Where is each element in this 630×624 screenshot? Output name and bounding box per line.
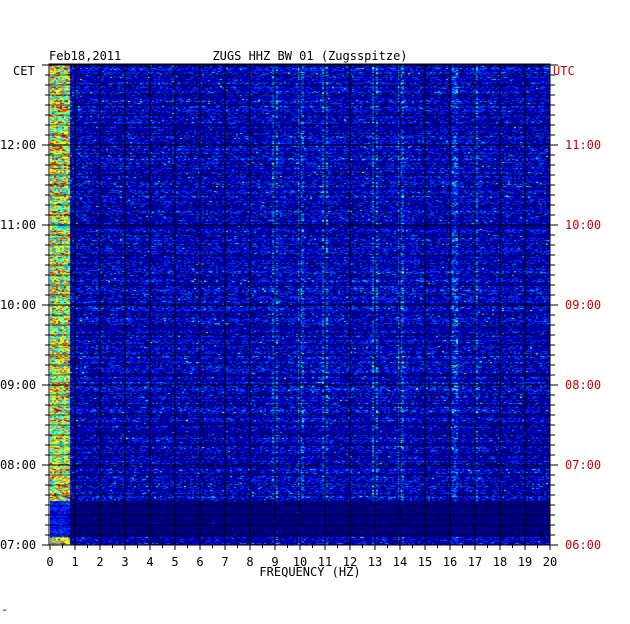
x-tick-label: 19	[518, 555, 532, 569]
cet-label: CET	[13, 64, 35, 78]
x-tick-label: 17	[468, 555, 482, 569]
station-title: ZUGS HHZ BW 01 (Zugsspitze)	[212, 49, 407, 63]
utc-tick-label: 11:00	[565, 138, 601, 152]
x-tick-marks	[49, 545, 551, 550]
x-tick-label: 20	[543, 555, 557, 569]
x-tick-label: 12	[343, 555, 357, 569]
x-tick-label: 11	[318, 555, 332, 569]
x-tick-label: 8	[246, 555, 253, 569]
x-tick-label: 4	[146, 555, 153, 569]
cet-tick-label: 08:00	[0, 458, 36, 472]
utc-tick-label: 09:00	[565, 298, 601, 312]
left-tick-marks	[42, 64, 50, 546]
footer-mark: ‴	[2, 609, 7, 619]
utc-tick-labels: 06:00 07:00 08:00 09:00 10:00 11:00	[565, 138, 601, 552]
frequency-grid	[50, 64, 550, 545]
x-tick-label: 6	[196, 555, 203, 569]
x-tick-label: 16	[443, 555, 457, 569]
utc-tick-label: 08:00	[565, 378, 601, 392]
x-tick-label: 3	[121, 555, 128, 569]
utc-tick-label: 07:00	[565, 458, 601, 472]
cet-tick-label: 11:00	[0, 218, 36, 232]
utc-tick-label: 10:00	[565, 218, 601, 232]
x-tick-label: 15	[418, 555, 432, 569]
x-tick-label: 9	[271, 555, 278, 569]
x-tick-label: 10	[293, 555, 307, 569]
right-tick-marks	[550, 64, 558, 546]
x-tick-label: 1	[71, 555, 78, 569]
cet-tick-labels: 07:00 08:00 09:00 10:00 11:00 12:00	[0, 138, 36, 552]
x-tick-label: 14	[393, 555, 407, 569]
x-tick-label: 18	[493, 555, 507, 569]
utc-label: UTC	[553, 64, 575, 78]
cet-tick-label: 10:00	[0, 298, 36, 312]
x-tick-labels: 0 1 2 3 4 5 6 7 8 9 10 11 12 13 14 15 16 17 18 19 20	[46, 555, 557, 569]
x-tick-label: 0	[46, 555, 53, 569]
cet-tick-label: 09:00	[0, 378, 36, 392]
cet-tick-label: 12:00	[0, 138, 36, 152]
x-axis-label: FREQUENCY (HZ)	[259, 565, 360, 579]
utc-tick-label: 06:00	[565, 538, 601, 552]
cet-tick-label: 07:00	[0, 538, 36, 552]
x-tick-label: 2	[96, 555, 103, 569]
x-tick-label: 7	[221, 555, 228, 569]
x-tick-label: 5	[171, 555, 178, 569]
date-label: Feb18,2011	[49, 49, 121, 63]
x-tick-label: 13	[368, 555, 382, 569]
